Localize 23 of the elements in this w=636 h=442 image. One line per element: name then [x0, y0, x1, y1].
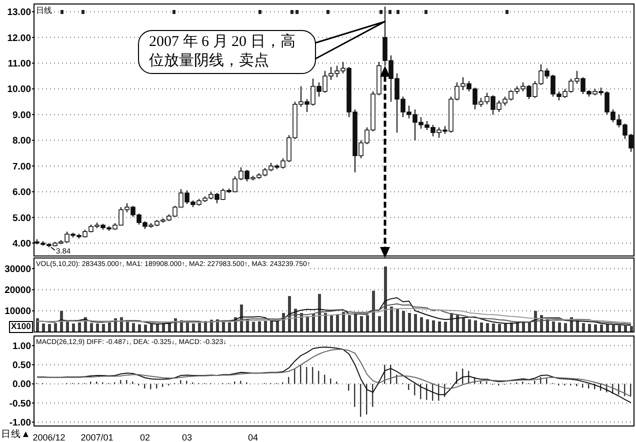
y-tick-label: 8.00	[12, 136, 31, 147]
y-tick-label: -0.50	[9, 398, 31, 410]
y-tick-label: 11.00	[8, 58, 31, 70]
annotation: 日线	[36, 6, 52, 16]
y-tick-label: 10.00	[7, 84, 31, 96]
x-tick-label: 2007/01	[80, 432, 114, 442]
y-tick-label: 5.00	[12, 212, 31, 224]
y-tick-label: 4.00	[12, 238, 31, 250]
y-tick-label: 0.00	[12, 379, 31, 390]
x-tick-label: 2006/12	[32, 432, 66, 442]
y-tick-label: 7.00	[12, 161, 31, 172]
y-tick-label: 12.00	[7, 32, 31, 44]
y-tick-label: 13.00	[7, 7, 31, 18]
y-tick-label: 1.00	[12, 340, 31, 352]
y-tick-label: 6.00	[12, 187, 31, 198]
y-tick-label: -1.00	[9, 418, 31, 429]
text: 日线▲	[1, 429, 30, 440]
x-tick-label: 02	[140, 432, 150, 442]
y-tick-label: 0.50	[12, 360, 31, 372]
x-tick-label: 03	[182, 432, 192, 442]
y-tick-label: 9.00	[12, 110, 31, 121]
x-tick-label: 04	[248, 432, 258, 442]
annotation: 2007 年 6 月 20 日，高位放量阴线，卖点	[149, 34, 296, 69]
